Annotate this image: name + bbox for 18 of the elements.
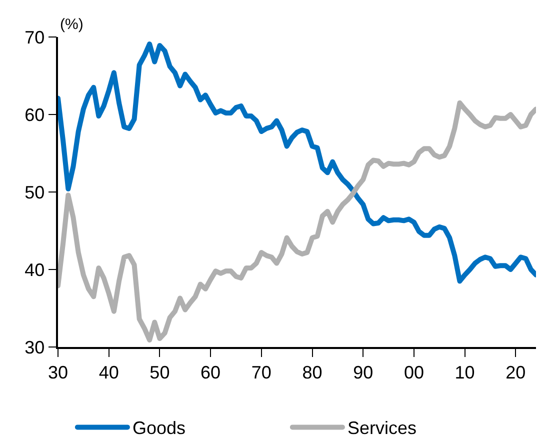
x-tick-label: 10 bbox=[454, 362, 475, 382]
x-tick-label: 60 bbox=[200, 362, 221, 382]
x-tick-label: 40 bbox=[98, 362, 119, 382]
x-tick-label: 80 bbox=[302, 362, 322, 382]
y-tick-label: 30 bbox=[24, 337, 45, 358]
y-tick-label: 60 bbox=[24, 104, 45, 125]
x-tick-label: 30 bbox=[48, 362, 68, 382]
y-tick-label: 70 bbox=[24, 27, 45, 48]
x-tick-label: 20 bbox=[506, 362, 526, 382]
y-tick-label: 50 bbox=[24, 182, 45, 202]
legend-label: Goods bbox=[132, 418, 186, 438]
y-tick-label: 40 bbox=[24, 260, 45, 280]
x-tick-label: 70 bbox=[251, 362, 272, 382]
y-axis-title: (%) bbox=[60, 16, 84, 33]
x-tick-label: 00 bbox=[404, 362, 424, 382]
legend-label: Services bbox=[347, 418, 416, 438]
x-tick-label: 90 bbox=[353, 362, 374, 382]
x-tick-label: 50 bbox=[150, 362, 170, 382]
